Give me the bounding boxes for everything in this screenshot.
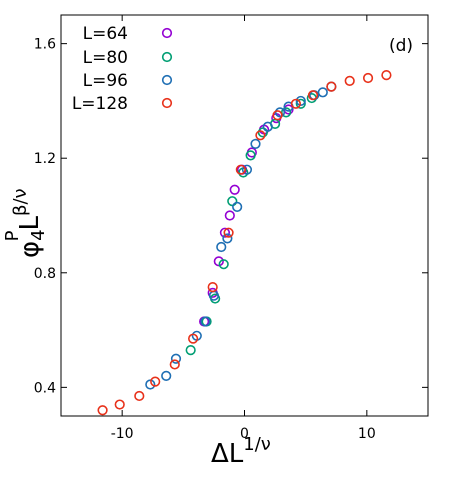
series-2 xyxy=(185,92,317,356)
series-1 xyxy=(199,104,294,327)
data-point xyxy=(241,164,253,175)
data-point xyxy=(307,90,319,101)
y-tick-label: 1.6 xyxy=(34,37,56,53)
legend-marker xyxy=(161,74,173,86)
data-point xyxy=(207,282,218,293)
legend-marker xyxy=(161,51,173,63)
x-tick-label: -10 xyxy=(111,426,134,442)
data-point xyxy=(232,201,243,213)
legend: L=64 L=80 L=96 L=128 xyxy=(72,24,173,114)
data-point xyxy=(235,164,246,175)
legend-label: L=128 xyxy=(72,94,128,114)
data-point xyxy=(185,345,196,356)
data-point xyxy=(97,405,108,416)
data-point xyxy=(224,210,235,221)
series-3 xyxy=(145,81,337,390)
data-point xyxy=(208,290,220,301)
series-4 xyxy=(97,70,392,416)
panel-label: (d) xyxy=(389,36,413,56)
legend-label: L=64 xyxy=(83,24,128,44)
data-point xyxy=(222,233,233,244)
data-point xyxy=(362,72,374,84)
data-point xyxy=(381,70,392,81)
legend-marker xyxy=(161,97,173,109)
y-tick-label: 1.2 xyxy=(34,151,56,167)
data-point xyxy=(150,376,161,387)
data-point xyxy=(170,353,182,364)
data-point xyxy=(255,130,266,141)
data-point xyxy=(295,98,306,109)
legend-label: L=80 xyxy=(83,48,128,68)
data-point xyxy=(272,110,283,121)
data-point xyxy=(229,184,240,195)
data-point xyxy=(216,241,227,253)
data-point xyxy=(188,333,199,344)
data-point xyxy=(219,227,231,238)
data-point xyxy=(274,107,286,118)
data-point xyxy=(283,104,294,115)
legend-label: L=96 xyxy=(83,71,128,91)
x-tick-label: 10 xyxy=(358,426,376,442)
x-tick-label: 0 xyxy=(240,426,249,442)
data-point xyxy=(344,75,355,86)
x-axis-label: ΔL1/ν xyxy=(211,434,271,469)
axis-ticks: -10 0 10 0.4 0.8 1.2 1.6 xyxy=(34,15,428,442)
data-point xyxy=(262,121,273,132)
data-point xyxy=(223,227,234,238)
y-tick-label: 0.8 xyxy=(34,266,56,282)
data-point xyxy=(161,370,172,382)
legend-marker xyxy=(161,27,173,39)
data-point xyxy=(290,98,301,109)
data-point xyxy=(169,359,180,370)
y-axis-label: φ4PLβ/ν xyxy=(2,188,49,258)
data-point xyxy=(114,399,125,410)
data-point xyxy=(134,390,145,402)
data-point xyxy=(280,107,292,118)
data-point xyxy=(326,81,337,92)
data-points xyxy=(97,70,392,416)
data-point xyxy=(200,316,211,327)
data-point xyxy=(250,138,261,149)
data-point xyxy=(317,87,328,98)
data-point xyxy=(218,259,229,270)
y-tick-label: 0.4 xyxy=(34,380,56,396)
data-point xyxy=(245,150,256,161)
data-point xyxy=(227,196,238,207)
